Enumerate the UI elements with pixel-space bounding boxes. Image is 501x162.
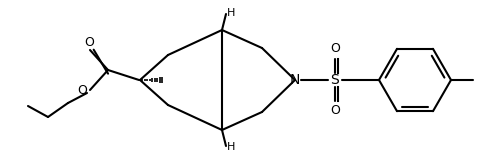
- Text: O: O: [84, 36, 94, 50]
- Text: O: O: [330, 42, 340, 56]
- Text: H: H: [227, 142, 235, 152]
- Text: N: N: [290, 73, 300, 87]
- Text: H: H: [227, 8, 235, 18]
- Text: O: O: [77, 83, 87, 97]
- Text: S: S: [331, 73, 339, 87]
- Text: O: O: [330, 104, 340, 117]
